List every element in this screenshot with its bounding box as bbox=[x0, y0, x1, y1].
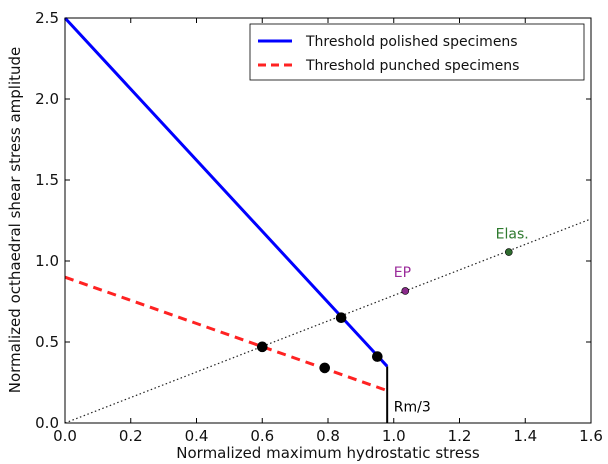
x-tick-label: 0.8 bbox=[316, 427, 340, 445]
x-tick-label: 1.2 bbox=[448, 427, 472, 445]
annotation-label: Elas. bbox=[496, 226, 529, 242]
annotations: EP Elas. Rm/3 bbox=[394, 226, 529, 415]
x-axis-ticks: 0.0 0.2 0.4 0.6 0.8 1.0 1.2 1.4 1.6 bbox=[53, 18, 603, 445]
data-point-marker bbox=[335, 312, 347, 324]
y-tick-label: 0.5 bbox=[35, 333, 59, 351]
series-line-polished bbox=[63, 16, 389, 368]
data-point-marker bbox=[505, 248, 513, 256]
legend-label-polished: Threshold polished specimens bbox=[305, 34, 518, 50]
annotation-label: EP bbox=[394, 265, 411, 281]
y-tick-label: 1.0 bbox=[35, 252, 59, 270]
data-point-marker bbox=[372, 351, 383, 362]
plot-area bbox=[65, 18, 591, 423]
x-axis-label: Normalized maximum hydrostatic stress bbox=[176, 444, 480, 462]
legend-box bbox=[249, 23, 585, 81]
x-tick-label: 0.0 bbox=[53, 427, 77, 445]
x-tick-label: 1.6 bbox=[579, 427, 603, 445]
x-tick-label: 0.6 bbox=[250, 427, 274, 445]
x-tick-label: 1.4 bbox=[513, 427, 537, 445]
data-markers bbox=[256, 248, 513, 374]
y-tick-label: 2.0 bbox=[35, 90, 59, 108]
x-tick-label: 0.2 bbox=[119, 427, 143, 445]
y-tick-label: 2.5 bbox=[35, 9, 59, 27]
data-point-marker bbox=[319, 362, 331, 374]
data-point-marker bbox=[256, 341, 268, 353]
legend-label-punched: Threshold punched specimens bbox=[305, 58, 519, 74]
annotation-label: Rm/3 bbox=[394, 400, 431, 416]
x-tick-label: 1.0 bbox=[382, 427, 406, 445]
y-axis-ticks: 0.0 0.5 1.0 1.5 2.0 2.5 bbox=[35, 9, 591, 432]
plot-frame bbox=[64, 17, 592, 424]
series-line-punched bbox=[64, 275, 388, 393]
y-tick-label: 0.0 bbox=[35, 414, 59, 432]
y-axis-label: Normalized octhaedral shear stress ampli… bbox=[6, 47, 24, 394]
series-lines bbox=[63, 16, 592, 424]
y-tick-label: 1.5 bbox=[35, 171, 59, 189]
data-point-marker bbox=[401, 287, 410, 295]
x-tick-label: 0.4 bbox=[185, 427, 209, 445]
legend: Threshold polished specimens Threshold p… bbox=[249, 23, 585, 81]
